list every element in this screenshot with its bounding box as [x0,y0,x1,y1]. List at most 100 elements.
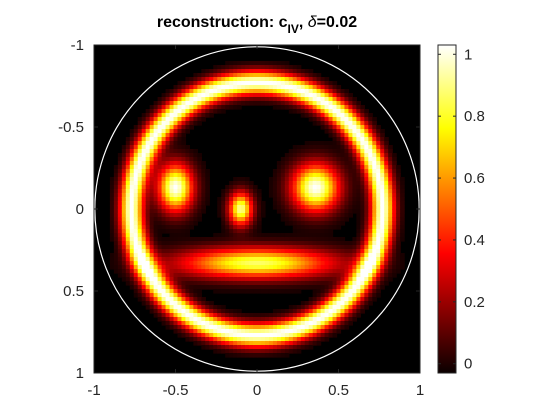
heatmap-cell [356,105,361,110]
heatmap-cell [161,293,167,298]
heatmap-cell [348,213,354,218]
heatmap-cell [229,69,234,74]
heatmap-cell [336,97,342,102]
heatmap-cell [356,197,361,202]
heatmap-cell [332,297,338,302]
heatmap-cell [169,261,175,266]
heatmap-cell [109,229,115,234]
heatmap-cell [117,265,123,270]
heatmap-cell [320,277,326,282]
heatmap-cell [117,257,123,262]
heatmap-cell [336,121,342,126]
heatmap-cell [221,341,226,346]
heatmap-cell [380,237,385,242]
heatmap-cell [316,257,322,262]
heatmap-cell [340,241,346,246]
heatmap-cell [153,201,159,206]
heatmap-cell [229,277,234,282]
heatmap-cell [177,205,183,210]
heatmap-cell [161,273,167,278]
heatmap-cell [205,329,210,334]
heatmap-cell [332,289,338,294]
heatmap-cell [173,313,179,318]
heatmap-cell [360,213,365,218]
heatmap-cell [292,89,298,94]
heatmap-cell [193,285,198,290]
heatmap-cell [257,233,262,238]
heatmap-cell [360,185,365,190]
heatmap-cell [121,201,127,206]
heatmap-cell [165,249,171,254]
heatmap-cell [292,317,298,322]
heatmap-cell [312,269,318,274]
heatmap-cell [245,61,250,66]
heatmap-cell [185,305,191,310]
heatmap-cell [217,237,222,242]
heatmap-cell [169,277,175,282]
heatmap-cell [225,265,230,270]
heatmap-cell [129,233,135,238]
heatmap-cell [237,257,242,262]
heatmap-cell [209,285,214,290]
heatmap-cell [229,105,234,110]
heatmap-cell [161,241,167,246]
heatmap-cell [221,233,226,238]
heatmap-cell [125,149,131,154]
heatmap-cell [372,121,377,126]
heatmap-cell [344,169,350,174]
heatmap-cell [380,217,385,222]
heatmap-cell [292,185,298,190]
heatmap-cell [205,345,210,350]
heatmap-cell [169,141,175,146]
heatmap-cell [308,185,314,190]
heatmap-cell [388,145,393,150]
heatmap-cell [352,293,357,298]
heatmap-cell [348,145,354,150]
heatmap-cell [340,165,346,170]
heatmap-cell [340,261,346,266]
heatmap-cell [344,313,350,318]
heatmap-cell [304,261,310,266]
heatmap-cell [348,149,354,154]
heatmap-cell [372,161,377,166]
heatmap-cell [165,113,171,118]
heatmap-cell [177,101,183,106]
heatmap-cell [201,265,206,270]
heatmap-cell [380,205,385,210]
heatmap-cell [364,137,369,142]
heatmap-cell [177,217,183,222]
heatmap-cell [356,245,361,250]
heatmap-cell [376,249,381,254]
heatmap-cell [145,229,151,234]
heatmap-cell [284,273,290,278]
heatmap-cell [145,185,151,190]
heatmap-cell [352,137,357,142]
heatmap-cell [308,225,314,230]
heatmap-cell [324,169,330,174]
heatmap-cell [205,109,210,114]
heatmap-cell [296,269,302,274]
heatmap-cell [272,241,278,246]
heatmap-cell [392,213,397,218]
heatmap-cell [348,129,354,134]
heatmap-cell [205,237,210,242]
heatmap-cell [260,273,266,278]
heatmap-cell [153,105,159,110]
heatmap-cell [352,201,357,206]
heatmap-cell [292,337,298,342]
heatmap-cell [185,301,191,306]
heatmap-cell [217,257,222,262]
heatmap-cell [233,241,238,246]
heatmap-cell [109,257,115,262]
heatmap-cell [268,177,274,182]
heatmap-cell [165,217,171,222]
heatmap-cell [169,129,175,134]
heatmap-cell [304,73,310,78]
heatmap-cell [300,73,306,78]
heatmap-cell [245,65,250,70]
heatmap-cell [380,225,385,230]
heatmap-cell [161,93,167,98]
heatmap-cell [149,273,155,278]
heatmap-cell [189,305,194,310]
heatmap-cell [332,189,338,194]
